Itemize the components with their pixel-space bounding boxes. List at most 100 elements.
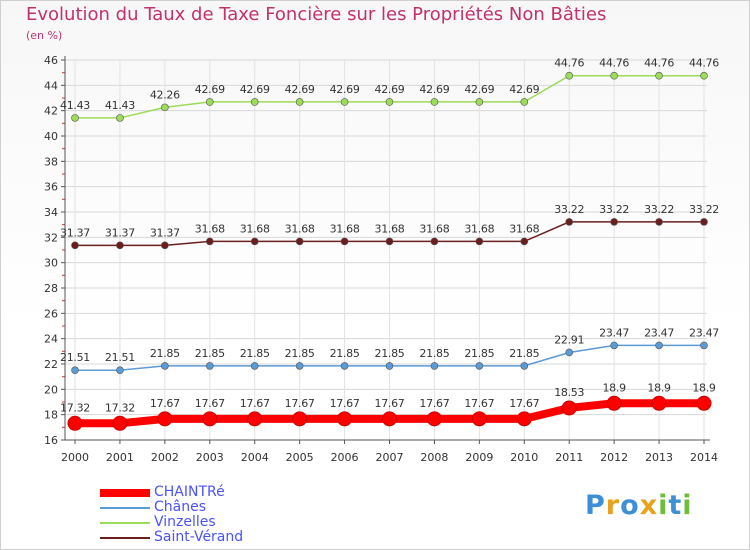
legend-label: CHAINTRé (154, 484, 225, 500)
data-point (295, 362, 304, 370)
data-point (71, 241, 79, 250)
x-tick-label: 2011 (555, 451, 583, 464)
data-label: 44.76 (599, 57, 629, 70)
data-point (205, 362, 214, 370)
data-label: 31.68 (464, 222, 494, 235)
data-point (67, 415, 83, 431)
y-tick-label: 26 (44, 307, 58, 320)
data-point (700, 218, 708, 226)
data-point (205, 98, 214, 106)
data-label: 21.85 (285, 347, 315, 360)
data-label: 21.85 (464, 347, 494, 360)
data-label: 33.22 (644, 203, 674, 216)
data-label: 31.68 (375, 222, 405, 235)
x-tick-label: 2009 (465, 451, 493, 464)
logo-letter: P (585, 490, 606, 521)
data-point (247, 411, 263, 427)
data-label: 17.67 (150, 397, 180, 410)
unit-label: (en %) (26, 29, 63, 42)
data-label: 17.67 (285, 397, 315, 410)
data-point (700, 341, 708, 350)
data-label: 17.67 (195, 397, 225, 410)
data-label: 42.69 (509, 83, 539, 96)
y-tick-label: 44 (44, 79, 58, 92)
data-point (696, 395, 712, 411)
data-label: 18.9 (692, 381, 716, 394)
data-point (426, 411, 442, 427)
legend-swatch (100, 507, 150, 509)
data-point (471, 411, 487, 427)
legend-label: Chânes (154, 499, 207, 515)
data-point (250, 362, 259, 370)
data-label: 42.69 (195, 83, 225, 96)
data-point (565, 348, 574, 357)
data-label: 31.68 (195, 222, 225, 235)
data-label: 41.43 (105, 99, 135, 112)
data-label: 42.26 (150, 88, 180, 101)
data-point (295, 237, 304, 246)
data-point (205, 237, 214, 246)
data-point (565, 218, 574, 226)
y-tick-label: 46 (44, 54, 58, 67)
x-tick-label: 2010 (510, 451, 538, 464)
data-label: 21.85 (375, 347, 405, 360)
data-point (385, 237, 394, 246)
data-label: 42.69 (375, 83, 405, 96)
data-point (385, 98, 394, 106)
y-tick-label: 18 (44, 409, 58, 422)
data-label: 31.68 (285, 222, 315, 235)
data-point (520, 98, 529, 106)
data-label: 22.91 (554, 333, 584, 346)
data-point (337, 411, 353, 427)
logo-letter: r (605, 490, 621, 521)
data-label: 42.69 (419, 83, 449, 96)
data-label: 21.85 (150, 347, 180, 360)
data-point (606, 395, 622, 411)
data-label: 17.67 (464, 397, 494, 410)
chart-title: Evolution du Taux de Taxe Foncière sur l… (26, 4, 607, 25)
logo-letter: o (620, 490, 640, 521)
data-point (116, 366, 124, 375)
legend-label: Saint-Vérand (154, 529, 244, 545)
data-point (161, 362, 169, 370)
data-point (655, 71, 663, 80)
data-point (71, 114, 79, 122)
data-label: 18.9 (647, 381, 671, 394)
x-tick-label: 2002 (151, 451, 179, 464)
data-point (250, 237, 259, 246)
data-label: 23.47 (644, 326, 674, 339)
data-label: 42.69 (240, 83, 270, 96)
data-label: 21.85 (330, 347, 360, 360)
data-point (475, 362, 484, 370)
data-label: 31.37 (150, 226, 180, 239)
data-point (116, 241, 124, 250)
data-label: 23.47 (599, 326, 629, 339)
data-point (475, 237, 484, 246)
data-point (202, 411, 218, 427)
data-label: 44.76 (554, 57, 584, 70)
data-point (292, 411, 308, 427)
data-label: 18.9 (602, 381, 626, 394)
logo-letter: i (682, 490, 693, 521)
data-label: 17.32 (105, 401, 135, 414)
data-label: 31.37 (105, 226, 135, 239)
legend-label: Vinzelles (154, 514, 216, 530)
data-point (520, 362, 529, 370)
x-tick-label: 2006 (331, 451, 359, 464)
y-tick-label: 16 (44, 434, 58, 447)
data-point (157, 411, 173, 427)
data-point (71, 366, 79, 375)
data-point (340, 237, 349, 246)
data-label: 41.43 (60, 99, 90, 112)
x-tick-label: 2000 (61, 451, 89, 464)
x-tick-label: 2008 (420, 451, 448, 464)
data-point (610, 71, 618, 80)
data-point (516, 411, 532, 427)
legend-swatch (100, 537, 150, 539)
x-tick-label: 2003 (196, 451, 224, 464)
data-point (340, 362, 349, 370)
data-label: 21.85 (419, 347, 449, 360)
data-point (112, 415, 128, 431)
data-label: 44.76 (644, 57, 674, 70)
